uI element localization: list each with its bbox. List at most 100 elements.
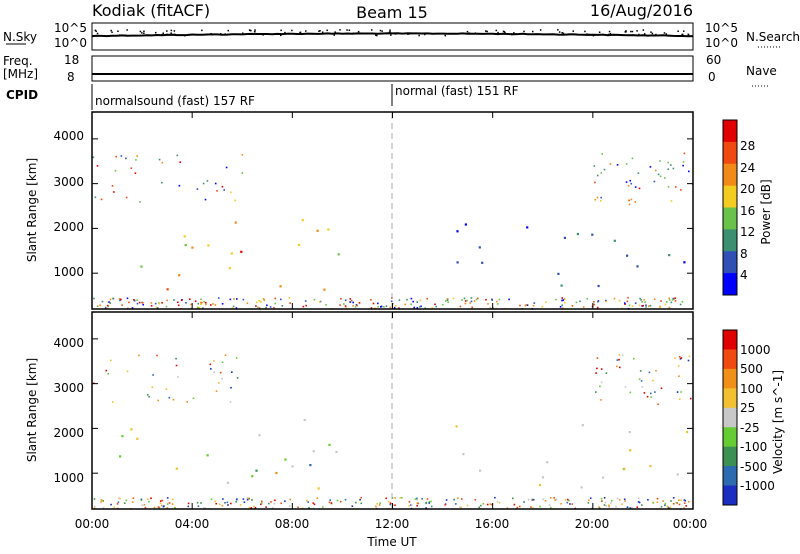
scatter-cell bbox=[197, 302, 200, 305]
scatter-cell bbox=[462, 453, 465, 456]
scatter-cell bbox=[541, 305, 544, 308]
scatter-cell bbox=[263, 299, 266, 301]
scatter-cell bbox=[255, 301, 258, 304]
scatter-cell bbox=[531, 498, 534, 501]
scatter-cell bbox=[644, 301, 646, 303]
nsky-dot bbox=[608, 30, 611, 33]
scatter-cell bbox=[352, 304, 354, 307]
scatter-cell bbox=[161, 504, 163, 507]
scatter-cell bbox=[289, 302, 291, 304]
scatter-cell bbox=[313, 503, 316, 506]
scatter-cell bbox=[260, 503, 262, 506]
nsky-dot bbox=[642, 29, 645, 31]
scatter-cell bbox=[530, 506, 532, 508]
scatter-cell bbox=[487, 303, 489, 305]
scatter-cell bbox=[667, 168, 670, 170]
scatter-cell bbox=[428, 501, 431, 503]
scatter-cell bbox=[221, 377, 223, 380]
scatter-cell bbox=[378, 504, 381, 506]
scatter-cell bbox=[624, 500, 626, 502]
scatter-cell bbox=[358, 302, 361, 304]
scatter-cell bbox=[156, 307, 159, 309]
scatter-cell bbox=[582, 306, 585, 308]
scatter-cell bbox=[130, 167, 133, 169]
scatter-cell bbox=[498, 298, 501, 301]
scatter-cell bbox=[399, 497, 401, 499]
scatter-cell bbox=[250, 507, 252, 509]
nsky-dot bbox=[631, 30, 634, 33]
scatter-cell bbox=[205, 301, 207, 304]
scatter-cell bbox=[288, 297, 291, 299]
scatter-cell bbox=[163, 505, 165, 507]
scatter-cell bbox=[231, 371, 233, 373]
scatter-cell bbox=[471, 306, 473, 309]
scatter-cell bbox=[213, 360, 215, 362]
scatter-cell bbox=[555, 498, 558, 501]
scatter-cell bbox=[683, 502, 686, 504]
nsky-dot bbox=[557, 29, 559, 31]
scatter-cell bbox=[631, 506, 633, 509]
scatter-cell bbox=[230, 252, 233, 255]
scatter-cell bbox=[587, 502, 590, 504]
scatter-cell bbox=[526, 226, 529, 229]
nsky-dot bbox=[291, 29, 293, 32]
scatter-cell bbox=[313, 298, 316, 301]
scatter-cell bbox=[567, 498, 569, 501]
scatter-cell bbox=[146, 394, 149, 396]
scatter-cell bbox=[166, 507, 169, 509]
scatter-cell bbox=[419, 306, 421, 308]
scatter-cell bbox=[600, 200, 602, 202]
nsky-dot bbox=[111, 31, 113, 33]
scatter-cell bbox=[370, 307, 373, 309]
scatter-cell bbox=[688, 170, 690, 173]
colorbar-swatch bbox=[723, 446, 737, 467]
scatter-cell bbox=[456, 261, 459, 264]
scatter-cell bbox=[453, 498, 455, 501]
scatter-cell bbox=[105, 369, 108, 372]
nsky-dot bbox=[385, 32, 387, 35]
scatter-cell bbox=[648, 305, 650, 307]
scatter-cell bbox=[672, 167, 675, 170]
scatter-cell bbox=[666, 505, 669, 508]
scatter-cell bbox=[218, 382, 220, 384]
scatter-cell bbox=[595, 391, 597, 393]
nsky-dot bbox=[568, 33, 570, 35]
power-cbar-tick-24: 24 bbox=[740, 161, 755, 175]
nsky-dot bbox=[333, 34, 335, 36]
scatter-cell bbox=[107, 372, 109, 375]
scatter-cell bbox=[101, 300, 104, 303]
nsky-dot bbox=[424, 33, 426, 36]
scatter-cell bbox=[200, 298, 202, 301]
nsky-dot bbox=[389, 29, 391, 31]
scatter-cell bbox=[601, 153, 603, 155]
scatter-cell bbox=[273, 306, 275, 309]
scatter-cell bbox=[166, 299, 168, 302]
scatter-cell bbox=[603, 168, 606, 171]
scatter-cell bbox=[215, 390, 218, 392]
scatter-cell bbox=[355, 304, 358, 306]
scatter-cell bbox=[201, 301, 203, 304]
scatter-cell bbox=[662, 500, 664, 502]
scatter-cell bbox=[383, 306, 385, 308]
scatter-cell bbox=[302, 305, 305, 308]
scatter-cell bbox=[196, 188, 199, 190]
scatter-cell bbox=[229, 298, 232, 301]
nsky-dot bbox=[655, 33, 657, 36]
scatter-cell bbox=[144, 506, 147, 509]
cpid-label: CPID bbox=[6, 88, 38, 102]
scatter-cell bbox=[322, 506, 324, 508]
scatter-cell bbox=[676, 391, 679, 393]
colorbar-swatch bbox=[723, 466, 737, 487]
scatter-cell bbox=[206, 454, 209, 457]
vel-cbar-tick-m100: -100 bbox=[740, 440, 767, 454]
scatter-cell bbox=[640, 299, 642, 301]
scatter-cell bbox=[591, 233, 594, 236]
scatter-cell bbox=[687, 359, 690, 362]
scatter-cell bbox=[645, 304, 647, 306]
scatter-cell bbox=[337, 253, 340, 256]
scatter-cell bbox=[629, 449, 632, 452]
scatter-cell bbox=[308, 506, 310, 509]
scatter-cell bbox=[639, 370, 642, 372]
nsky-dot bbox=[339, 29, 341, 31]
scatter-cell bbox=[650, 392, 652, 395]
